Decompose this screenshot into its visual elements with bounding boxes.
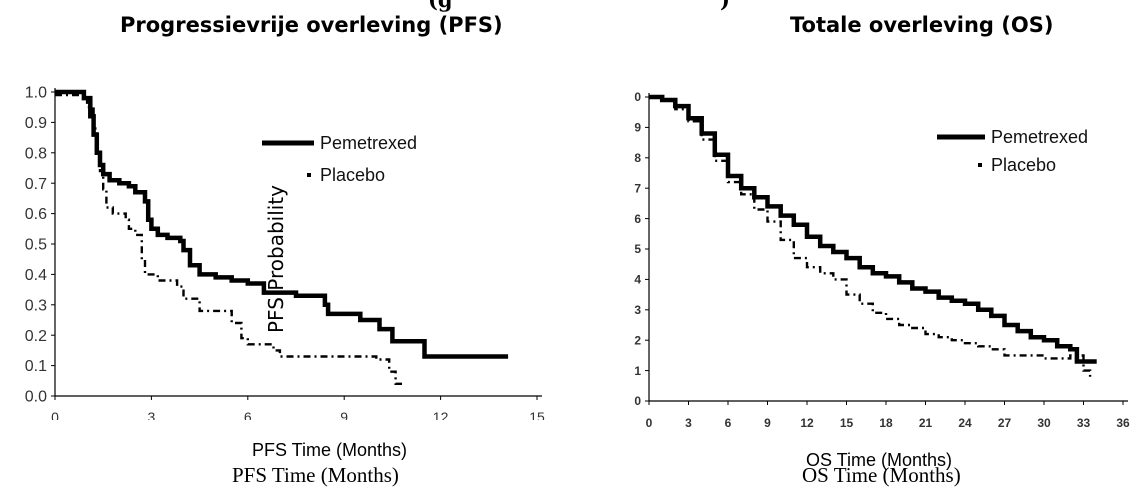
series-placebo-line [55,93,402,385]
y-tick-label: 0.6 [25,206,47,223]
pfs-caption: PFS Time (Months) [232,463,399,487]
x-tick-label: 9 [340,409,348,420]
pfs-x-axis-title: PFS Time (Months) [252,440,408,460]
y-tick-label: 4 [634,273,641,287]
y-tick-label: 5 [634,242,641,256]
x-tick-label: 12 [433,409,449,420]
pfs-chart: 0.0 0.1 0.2 0.3 0.4 0.5 0.6 0.7 0.8 0.9 1.0 0 3 6 9 12 1… [25,85,545,420]
legend-label-placebo: Placebo [320,165,385,185]
x-tick-label: 6 [725,416,732,430]
legend-label-pemetrexed: Pemetrexed [320,133,417,153]
series-placebo-line [649,95,1092,377]
os-caption: OS Time (Months) [802,463,961,487]
y-tick-label: 0.3 [25,297,47,314]
x-tick-label: 6 [244,409,252,420]
legend-label-placebo: Placebo [991,155,1056,175]
x-tick-label: 21 [919,416,933,430]
y-tick-label: 0.7 [25,176,47,193]
os-x-axis-title: OS Time (Months) [806,450,953,470]
right-chart-title: Totale overleving (OS) [790,13,1054,37]
y-tick-label: 0.8 [25,145,47,162]
x-tick-label: 36 [1116,416,1130,430]
y-tick-label: 0 [634,394,641,408]
left-chart-title: Progressievrije overleving (PFS) [120,13,503,37]
x-tick-label: 27 [998,416,1012,430]
y-tick-label: 3 [634,303,641,317]
partial-header-left: (g [428,0,453,12]
partial-header-right: ) [720,0,730,12]
y-tick-label: 0.5 [25,237,47,254]
pfs-y-axis-label: PFS Probability [264,185,288,333]
x-tick-label: 15 [529,409,545,420]
x-tick-label: 0 [51,409,59,420]
x-tick-label: 9 [764,416,771,430]
x-tick-label: 0 [646,416,653,430]
y-tick-label: 0.4 [25,267,47,284]
x-tick-label: 33 [1077,416,1091,430]
legend-swatch-placebo [307,173,311,177]
y-tick-label: 0.0 [25,389,47,406]
x-tick-label: 12 [800,416,814,430]
y-tick-label: 9 [634,121,641,135]
y-tick-label: 0 [634,90,641,104]
y-tick-label: 0.9 [25,115,47,132]
y-tick-label: 2 [634,333,641,347]
y-tick-label: 0.1 [25,358,47,375]
legend-swatch-placebo [978,163,982,167]
x-tick-label: 18 [879,416,893,430]
x-tick-label: 3 [685,416,692,430]
x-tick-label: 30 [1037,416,1051,430]
y-tick-label: 7 [634,181,641,195]
x-tick-label: 15 [840,416,854,430]
x-tick-label: 3 [148,409,156,420]
y-tick-label: 0.2 [25,328,47,345]
y-tick-label: 6 [634,212,641,226]
x-tick-label: 24 [958,416,972,430]
y-tick-label: 1 [634,364,641,378]
y-tick-label: 1.0 [25,85,47,102]
legend-label-pemetrexed: Pemetrexed [991,127,1088,147]
y-tick-label: 8 [634,151,641,165]
